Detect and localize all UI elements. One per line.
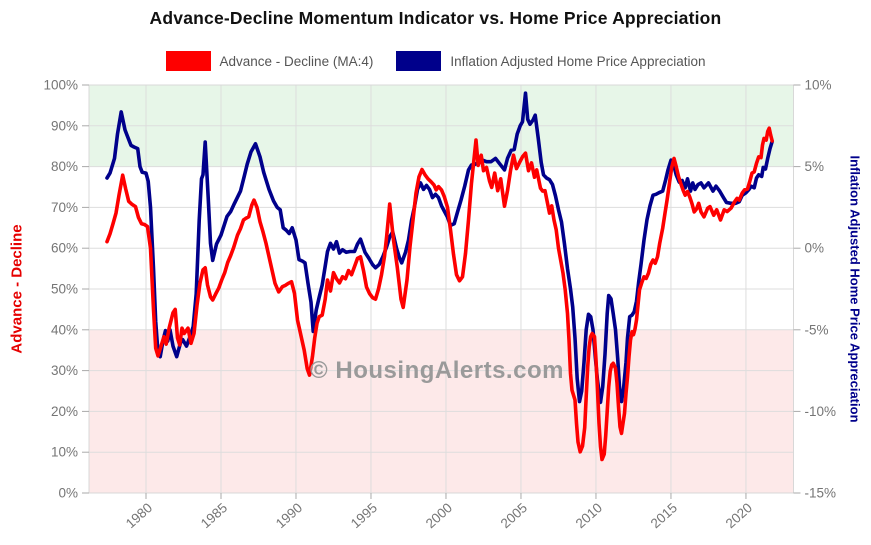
- x-axis-tick-label: 2005: [498, 500, 530, 531]
- right-axis-tick-label: 5%: [805, 159, 825, 174]
- left-axis-tick-label: 90%: [51, 118, 78, 133]
- left-axis-tick-label: 70%: [51, 200, 78, 215]
- watermark: © HousingAlerts.com: [310, 357, 564, 384]
- chart-title: Advance-Decline Momentum Indicator vs. H…: [149, 8, 722, 28]
- legend-item-home-price: Inflation Adjusted Home Price Appreciati…: [396, 51, 705, 71]
- right-axis-tick-label: -10%: [805, 404, 837, 419]
- left-axis-tick-label: 10%: [51, 445, 78, 460]
- x-axis-tick-label: 2000: [423, 500, 455, 531]
- left-axis-tick-label: 50%: [51, 282, 78, 297]
- x-axis-tick-label: 1995: [348, 500, 380, 531]
- advance-decline-line: [105, 126, 775, 462]
- legend-label-advance-decline: Advance - Decline (MA:4): [219, 53, 374, 69]
- advance-decline-swatch: [165, 51, 211, 71]
- left-axis-tick-label: 60%: [51, 241, 78, 256]
- x-axis-tick-label: 1980: [123, 500, 155, 531]
- x-axis-tick-label: 1985: [198, 500, 230, 531]
- right-axis-tick-label: 0%: [805, 241, 825, 256]
- right-axis-tick-label: -5%: [805, 322, 829, 337]
- right-axis-tick-label: 10%: [805, 78, 832, 93]
- x-axis-tick-label: 1990: [273, 500, 305, 531]
- x-axis-tick-label: 2010: [573, 500, 605, 531]
- home-price-appreciation-line: [105, 91, 775, 405]
- legend: Advance - Decline (MA:4) Inflation Adjus…: [0, 51, 871, 71]
- left-axis-tick-label: 100%: [43, 78, 78, 93]
- right-axis-tick-label: -15%: [805, 486, 837, 501]
- left-axis-tick-label: 30%: [51, 363, 78, 378]
- left-axis-tick-label: 0%: [58, 486, 78, 501]
- legend-item-advance-decline: Advance - Decline (MA:4): [165, 51, 374, 71]
- x-axis-tick-label: 2020: [723, 500, 755, 531]
- x-axis-tick-label: 2015: [648, 500, 680, 531]
- legend-label-home-price: Inflation Adjusted Home Price Appreciati…: [450, 53, 706, 69]
- home-price-swatch: [396, 51, 442, 71]
- left-axis-tick-label: 20%: [51, 404, 78, 419]
- left-axis-tick-label: 40%: [51, 322, 78, 337]
- left-axis-tick-label: 80%: [51, 159, 78, 174]
